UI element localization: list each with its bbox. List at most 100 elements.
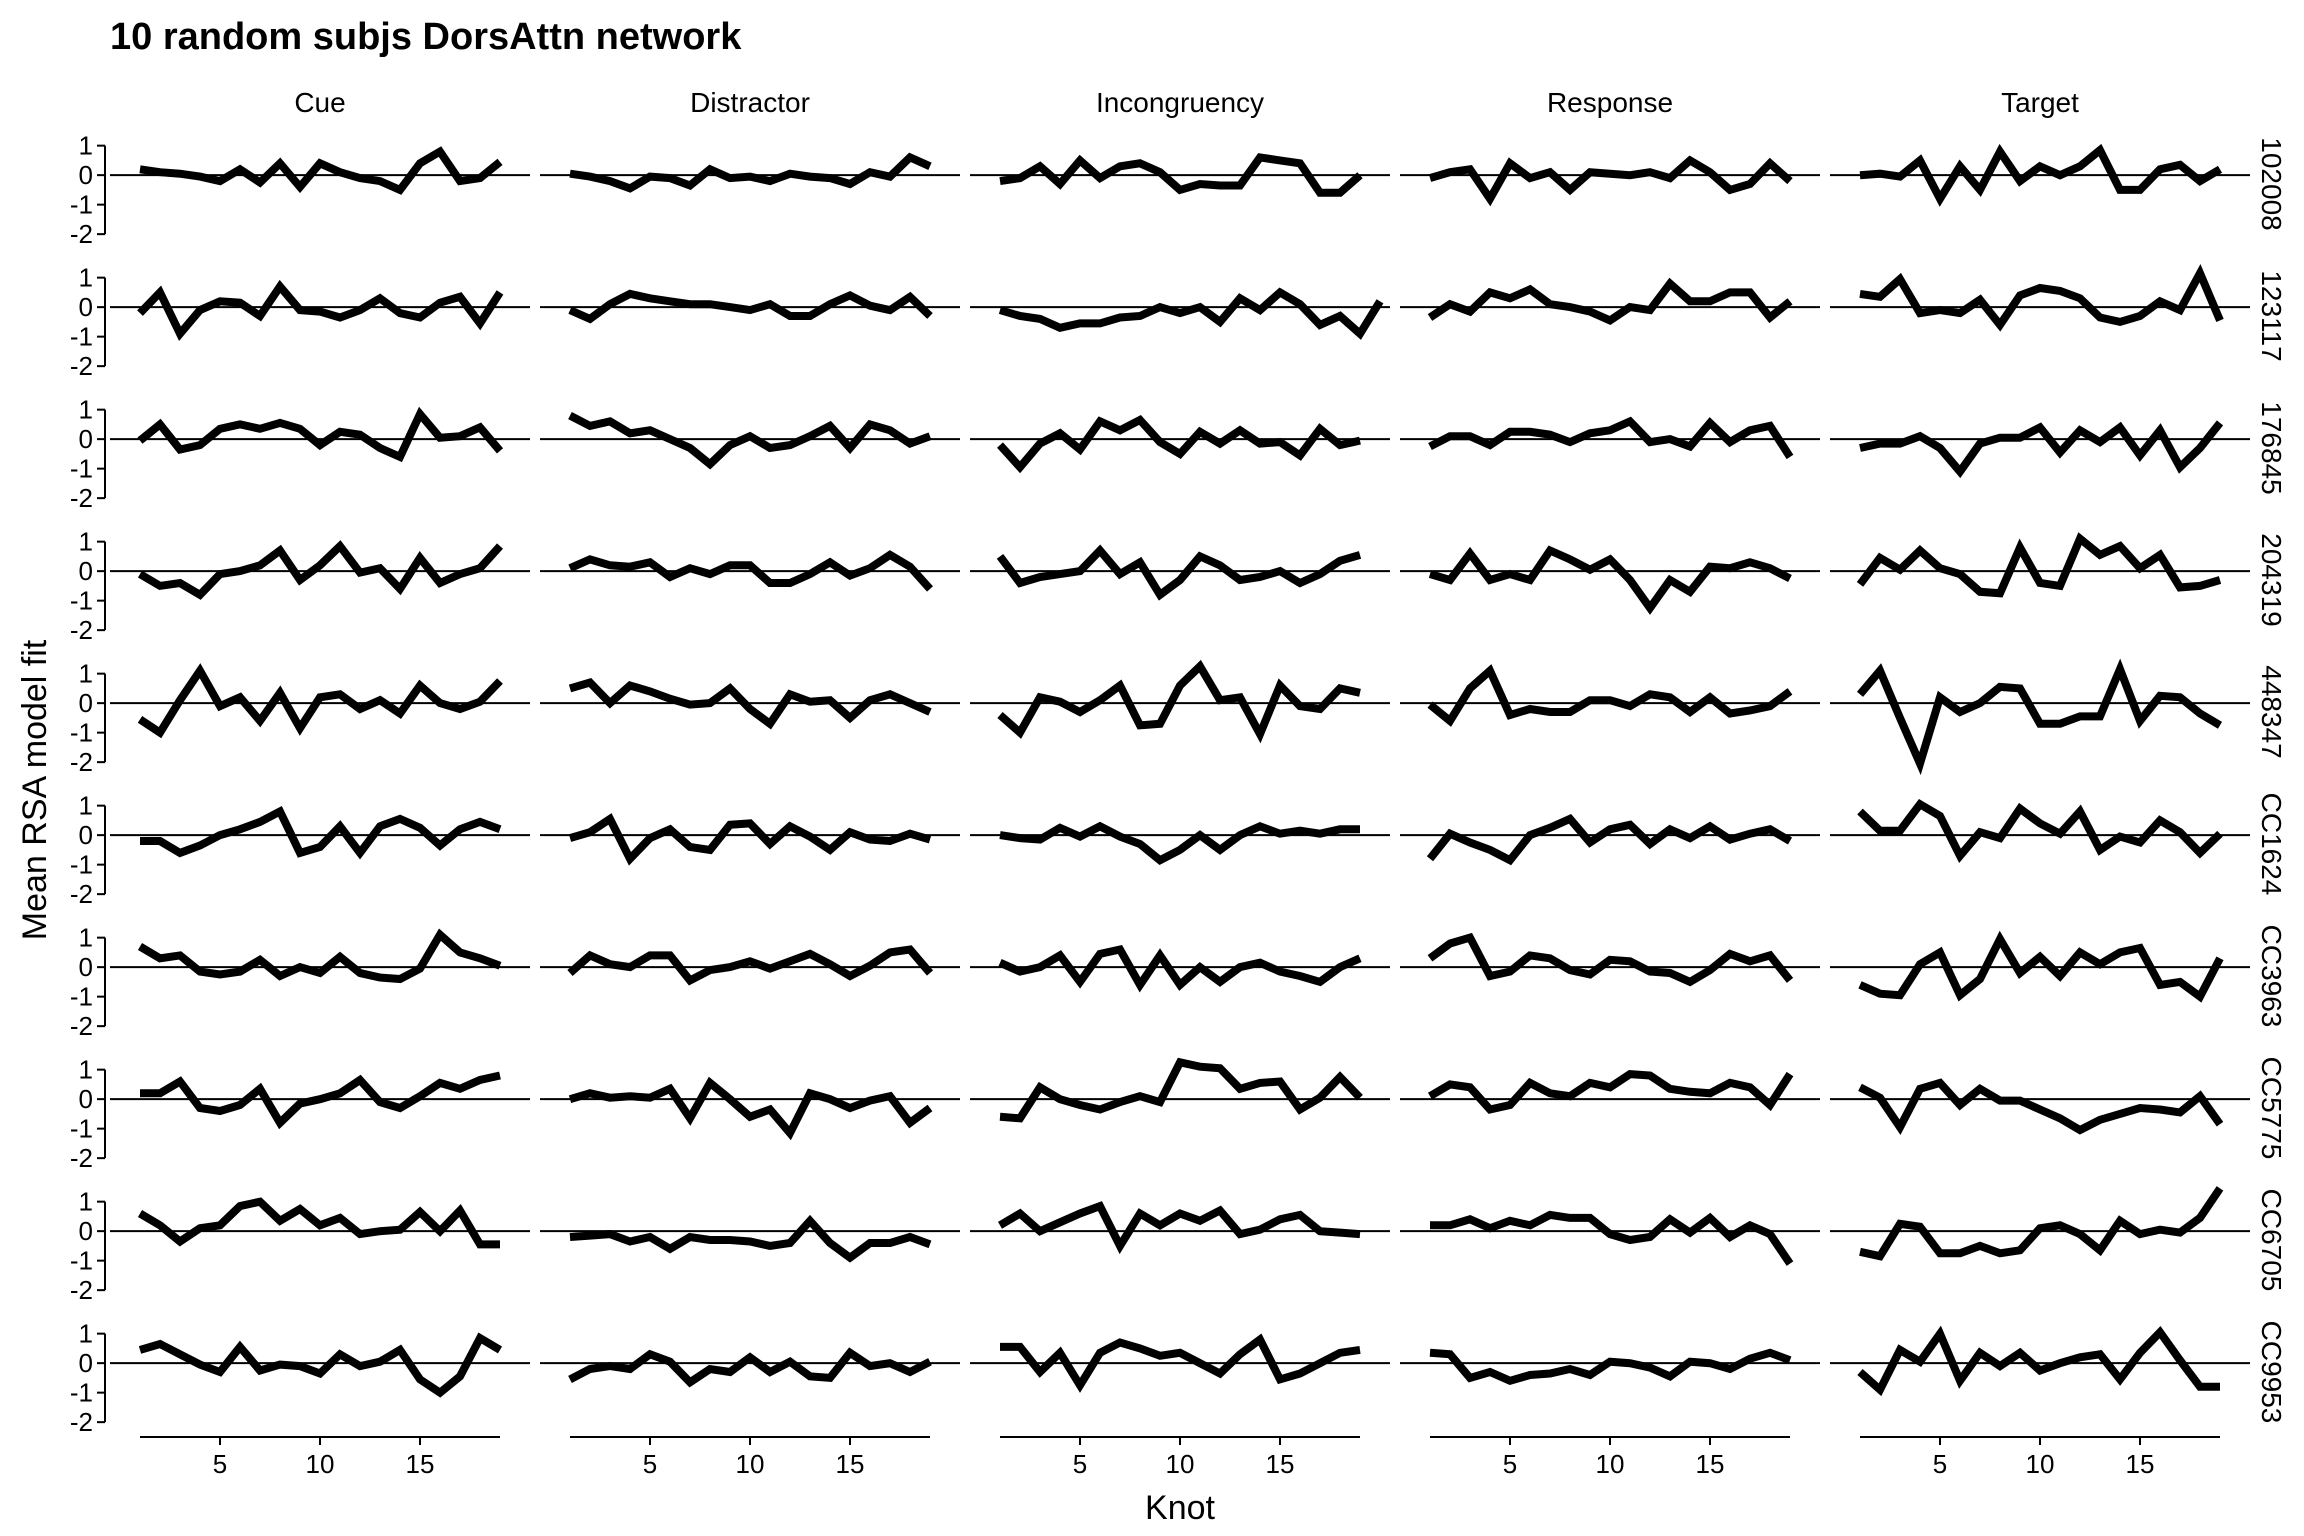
series-line: [1857, 798, 2223, 864]
column-strip-label: Cue: [294, 87, 345, 118]
series-line: [568, 677, 932, 730]
y-tick-label: -1: [70, 982, 93, 1012]
row-strip-label: 123117: [2256, 270, 2287, 361]
y-tick-label: -1: [70, 322, 93, 352]
x-tick-label: 15: [836, 1449, 865, 1479]
series-line: [568, 1076, 933, 1141]
y-tick-label: 1: [79, 395, 93, 425]
y-tick-label: 0: [79, 292, 93, 322]
y-tick-label: 1: [79, 923, 93, 953]
y-tick-label: 0: [79, 424, 93, 454]
series-line: [1427, 664, 1793, 727]
series-line: [140, 1071, 501, 1130]
series-line: [137, 540, 503, 600]
series-line: [567, 945, 934, 986]
series-line: [1428, 155, 1793, 207]
series-line: [137, 928, 502, 984]
series-line: [1859, 420, 2224, 479]
series-line: [139, 146, 503, 195]
series-line: [1427, 932, 1794, 987]
y-tick-label: 1: [79, 1319, 93, 1349]
series-line: [997, 1201, 1361, 1255]
row-strip-label: CC5775: [2256, 1057, 2287, 1160]
series-line: [999, 153, 1363, 197]
row-strip-label: 448347: [2256, 665, 2287, 758]
row-strip-label: CC1624: [2256, 793, 2287, 896]
chart-title: 10 random subjs DorsAttn network: [110, 16, 742, 58]
series-line: [998, 944, 1362, 993]
series-line: [569, 152, 932, 193]
y-tick-label: 1: [79, 1055, 93, 1085]
y-tick-label: -1: [70, 454, 93, 484]
x-tick-label: 10: [1166, 1449, 1195, 1479]
row-strip-label: 102008: [2256, 137, 2287, 230]
y-tick-label: -2: [70, 1275, 93, 1305]
series-line: [137, 663, 503, 739]
series-line: [569, 1214, 932, 1263]
series-line: [1856, 658, 2223, 776]
y-tick-label: -2: [70, 615, 93, 645]
y-tick-label: -1: [70, 718, 93, 748]
y-tick-label: 1: [79, 527, 93, 557]
series-line: [1857, 1325, 2220, 1397]
series-line: [1426, 814, 1793, 866]
panel-grid: Cue Distractor Incongruency Response Target 1…: [70, 87, 2287, 1479]
x-tick-label: 10: [2026, 1449, 2055, 1479]
y-tick-label: -1: [70, 1114, 93, 1144]
y-tick-label: -2: [70, 879, 93, 909]
y-tick-label: 1: [79, 1187, 93, 1217]
y-tick-label: 1: [79, 659, 93, 689]
y-tick-label: 0: [79, 820, 93, 850]
x-axis-title: Knot: [1145, 1489, 1215, 1527]
y-tick-label: -2: [70, 483, 93, 513]
y-tick-label: -2: [70, 1407, 93, 1437]
column-strip-label: Target: [2001, 87, 2079, 118]
y-tick-label: -1: [70, 1378, 93, 1408]
series-line: [568, 289, 933, 324]
series-line: [1430, 1210, 1794, 1266]
series-line: [1427, 277, 1793, 325]
series-line: [1429, 1348, 1792, 1386]
y-tick-label: -1: [70, 190, 93, 220]
series-line: [997, 659, 1361, 744]
column-strip-label: Incongruency: [1096, 87, 1264, 118]
x-tick-label: 15: [1266, 1449, 1295, 1479]
series-line: [999, 821, 1360, 865]
series-line: [137, 406, 504, 463]
row-strip-label: CC9953: [2256, 1321, 2287, 1424]
series-line: [568, 813, 932, 866]
row-strip-label: 204319: [2256, 533, 2287, 626]
series-line: [568, 1347, 932, 1388]
column-strip-label: Distractor: [690, 87, 810, 118]
series-line: [1858, 930, 2224, 1003]
series-line: [568, 412, 932, 470]
series-line: [1427, 1070, 1794, 1114]
x-tick-label: 5: [1503, 1449, 1517, 1479]
x-tick-label: 5: [1933, 1449, 1947, 1479]
y-tick-label: -2: [70, 747, 93, 777]
x-tick-label: 10: [736, 1449, 765, 1479]
series-line: [137, 1197, 500, 1249]
y-tick-label: -2: [70, 351, 93, 381]
y-tick-label: 0: [79, 952, 93, 982]
series-line: [1859, 1186, 2224, 1261]
y-tick-label: 0: [79, 1348, 93, 1378]
series-line: [997, 415, 1361, 474]
x-tick-label: 10: [1596, 1449, 1625, 1479]
series-line: [140, 806, 502, 860]
y-tick-label: 1: [79, 131, 93, 161]
y-tick-label: -2: [70, 1143, 93, 1173]
y-tick-label: 0: [79, 688, 93, 718]
series-line: [999, 1057, 1363, 1123]
series-line: [1000, 1333, 1361, 1393]
x-tick-label: 5: [213, 1449, 227, 1479]
y-tick-label: -1: [70, 850, 93, 880]
series-line: [1859, 143, 2223, 207]
y-tick-label: -1: [70, 586, 93, 616]
x-tick-label: 15: [406, 1449, 435, 1479]
y-tick-label: -2: [70, 219, 93, 249]
y-tick-label: 0: [79, 1084, 93, 1114]
row-strip-label: 176845: [2256, 401, 2287, 494]
x-tick-label: 15: [2126, 1449, 2155, 1479]
